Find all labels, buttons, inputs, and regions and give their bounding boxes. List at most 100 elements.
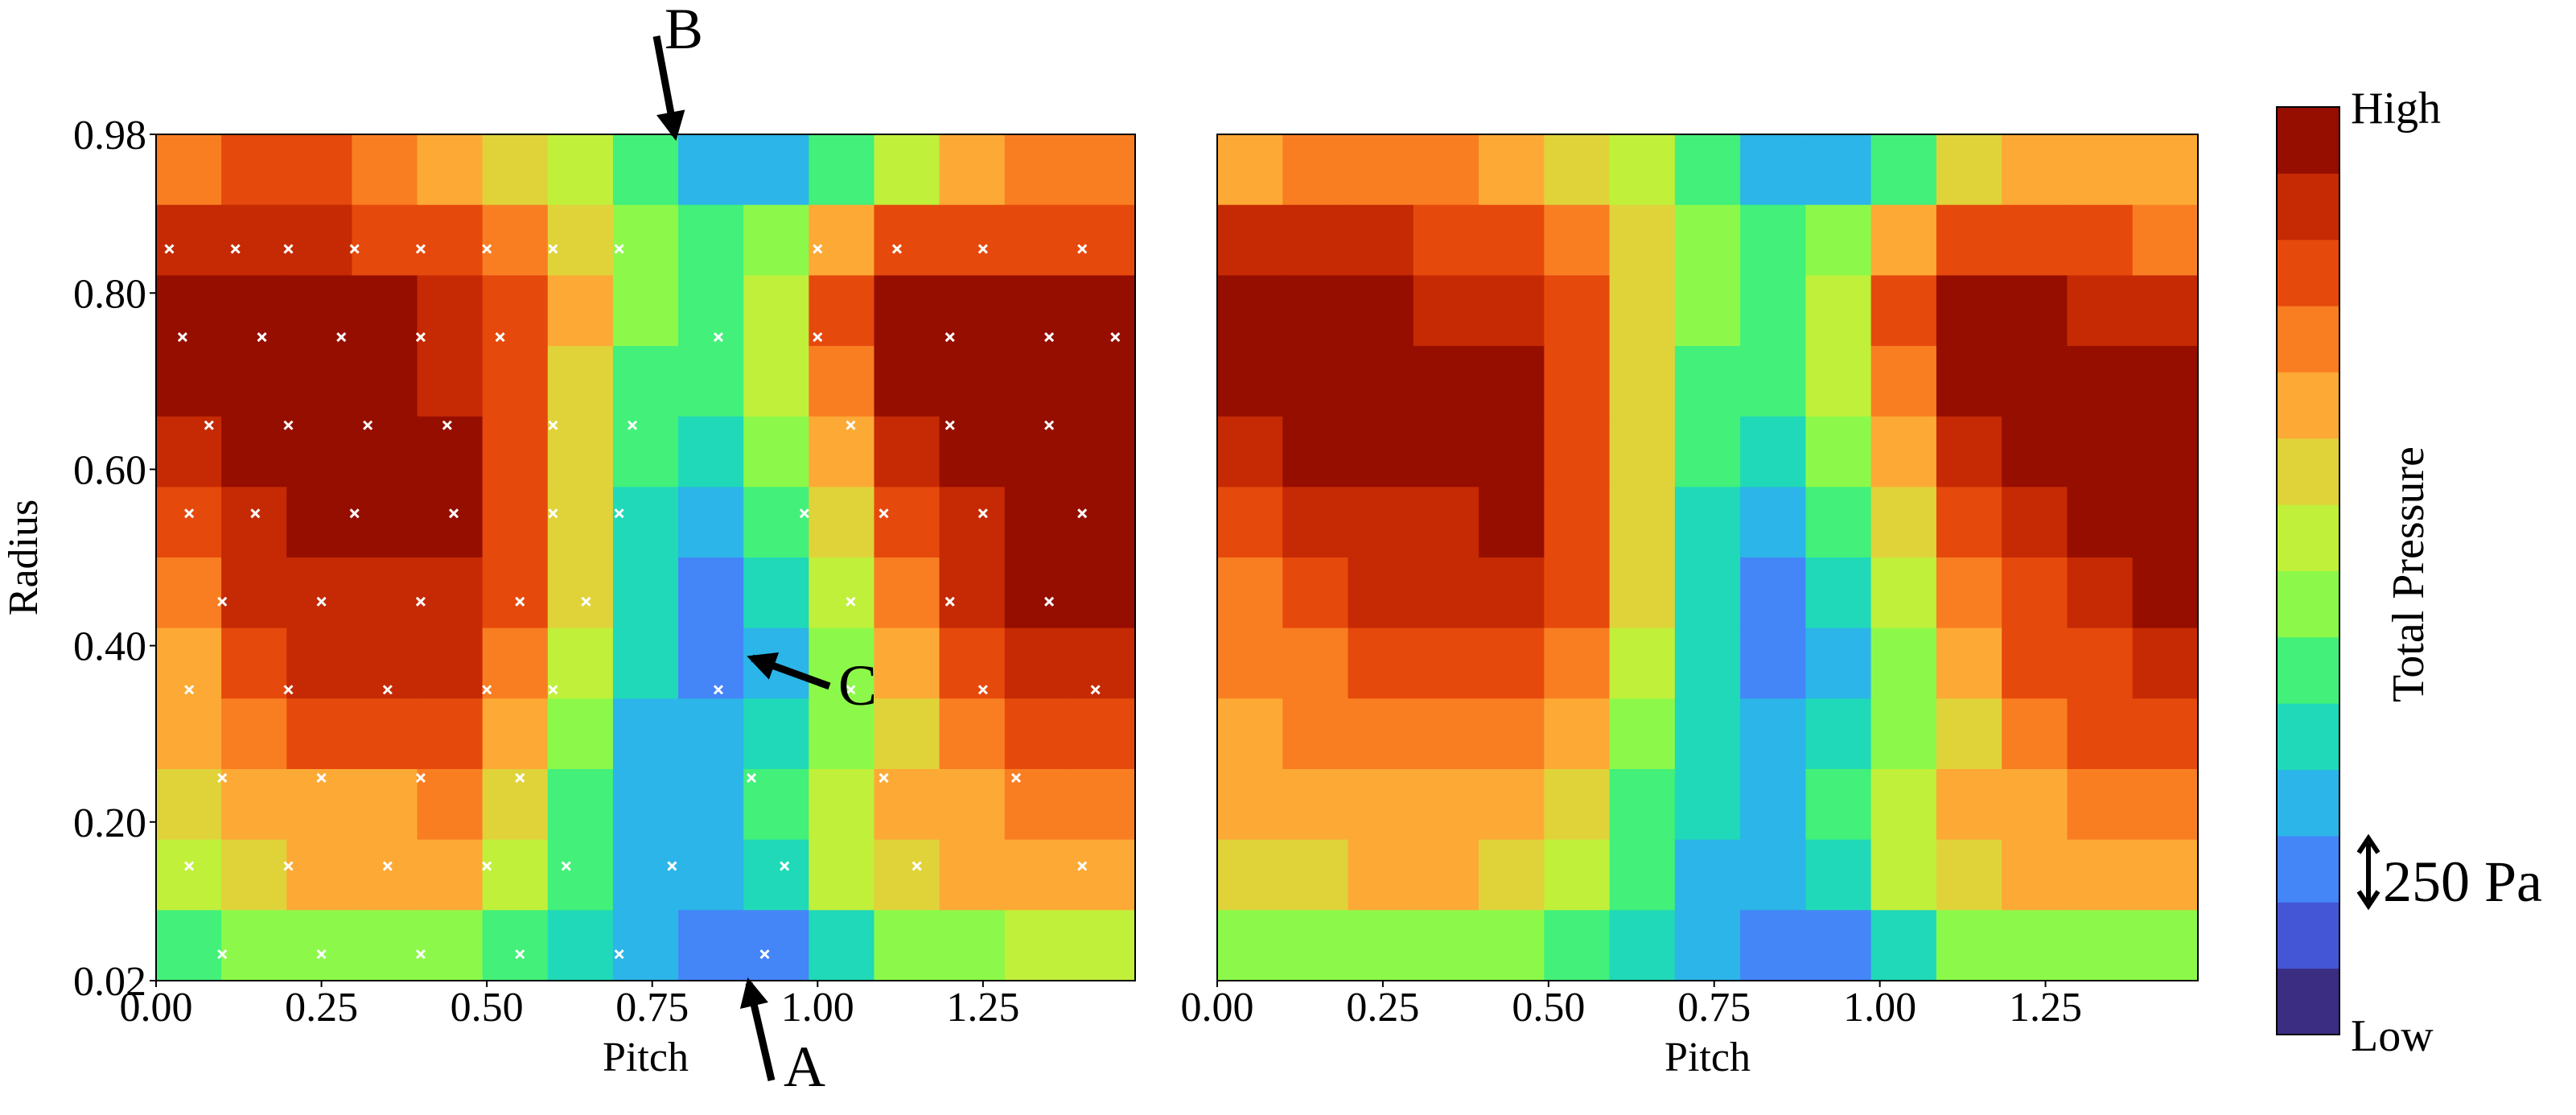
contour-cell [1609, 134, 1676, 206]
contour-cell [547, 487, 614, 558]
contour-cell [1217, 134, 1283, 206]
contour-cell [352, 275, 418, 347]
contour-cell [286, 204, 352, 276]
contour-cell [874, 275, 940, 347]
contour-cell [156, 698, 222, 770]
contour-cell [1004, 558, 1071, 629]
contour-cell [1479, 487, 1545, 558]
contour-cell [156, 204, 222, 276]
contour-cell [1740, 839, 1806, 911]
contour-cell [352, 558, 418, 629]
contour-cell [1479, 346, 1545, 418]
contour-cell [1348, 487, 1414, 558]
contour-cell [2067, 275, 2134, 347]
x-tick-label: 0.75 [615, 985, 689, 1031]
contour-cell [2132, 698, 2199, 770]
colorbar-swatch [2277, 107, 2339, 174]
contour-cell [1674, 346, 1741, 418]
contour-cell [1674, 839, 1741, 911]
measurement-marker [813, 331, 823, 343]
measurement-marker [283, 861, 294, 871]
y-tick-label: 0.02 [73, 959, 146, 1005]
x-tick-label: 0.00 [120, 985, 193, 1031]
measurement-marker [250, 508, 261, 519]
annotation-label: C [838, 653, 877, 718]
contour-cell [1413, 346, 1479, 418]
contour-cell [1740, 487, 1806, 558]
contour-cell [939, 839, 1006, 911]
contour-cell [2067, 627, 2134, 699]
contour-cell [1217, 839, 1283, 911]
measurement-marker [177, 331, 187, 343]
contour-cell [1479, 769, 1545, 841]
contour-cell [1936, 204, 2002, 276]
contour-cell [482, 346, 549, 418]
contour-cell [939, 204, 1006, 276]
contour-cell [2067, 769, 2134, 841]
contour-cell [547, 204, 614, 276]
y-tick-label: 0.98 [73, 113, 146, 158]
contour-cell [1282, 134, 1349, 206]
contour-cell [1217, 910, 1283, 981]
contour-cell [2067, 416, 2134, 488]
contour-cell [1870, 769, 1937, 841]
measurement-marker [780, 861, 790, 871]
contour-cell [678, 698, 744, 770]
measurement-marker [316, 772, 327, 784]
contour-cell [417, 204, 484, 276]
contour-cell [809, 839, 875, 911]
contour-cell [221, 558, 287, 629]
contour-cell [482, 416, 549, 488]
contour-cell [286, 134, 352, 206]
contour-cell [1004, 275, 1071, 347]
contour-cell [1870, 416, 1937, 488]
contour-cell [1479, 416, 1545, 488]
measurement-marker [482, 244, 492, 254]
contour-cell [1936, 558, 2002, 629]
measurement-marker [846, 596, 856, 607]
contour-cell [221, 487, 287, 558]
contour-cell [678, 134, 744, 206]
contour-cell [286, 698, 352, 770]
contour-cell [1740, 698, 1806, 770]
contour-cell [678, 204, 744, 276]
contour-cell [352, 769, 418, 841]
contour-cell [1217, 416, 1283, 488]
contour-cell [743, 416, 809, 488]
x-tick-label: 0.00 [1181, 985, 1254, 1031]
measurement-marker [363, 420, 373, 430]
contour-cell [1217, 698, 1283, 770]
colorbar-low-label: Low [2351, 1011, 2434, 1061]
colorbar-frame [2276, 106, 2340, 1035]
contour-cell [1870, 487, 1937, 558]
contour-cell [1217, 275, 1283, 347]
contour-cell [2067, 346, 2134, 418]
contour-cell [2067, 839, 2134, 911]
contour-cell [156, 275, 222, 347]
measurement-marker [184, 861, 195, 871]
contour-cell [417, 839, 484, 911]
contour-cell [1544, 204, 1611, 276]
contour-cell [2132, 275, 2199, 347]
measurement-marker [184, 685, 195, 695]
contour-cell [286, 416, 352, 488]
contour-cell [1544, 558, 1611, 629]
colorbar-high-label: High [2351, 84, 2441, 134]
contour-cell [156, 346, 222, 418]
contour-cell [286, 910, 352, 981]
contour-cell [1069, 346, 1136, 418]
measurement-marker [846, 685, 856, 695]
colorbar-swatch [2277, 636, 2339, 704]
contour-cell [1004, 134, 1071, 206]
contour-cell [1004, 204, 1071, 276]
contour-cell [678, 910, 744, 981]
contour-cell [221, 627, 287, 699]
contour-cell [1544, 627, 1611, 699]
contour-cell [1069, 558, 1136, 629]
contour-cell [1479, 204, 1545, 276]
contour-cell [1805, 134, 1872, 206]
contour-cell [1217, 558, 1283, 629]
contour-cell [874, 204, 940, 276]
measurement-marker [879, 508, 889, 519]
contour-cell [482, 487, 549, 558]
